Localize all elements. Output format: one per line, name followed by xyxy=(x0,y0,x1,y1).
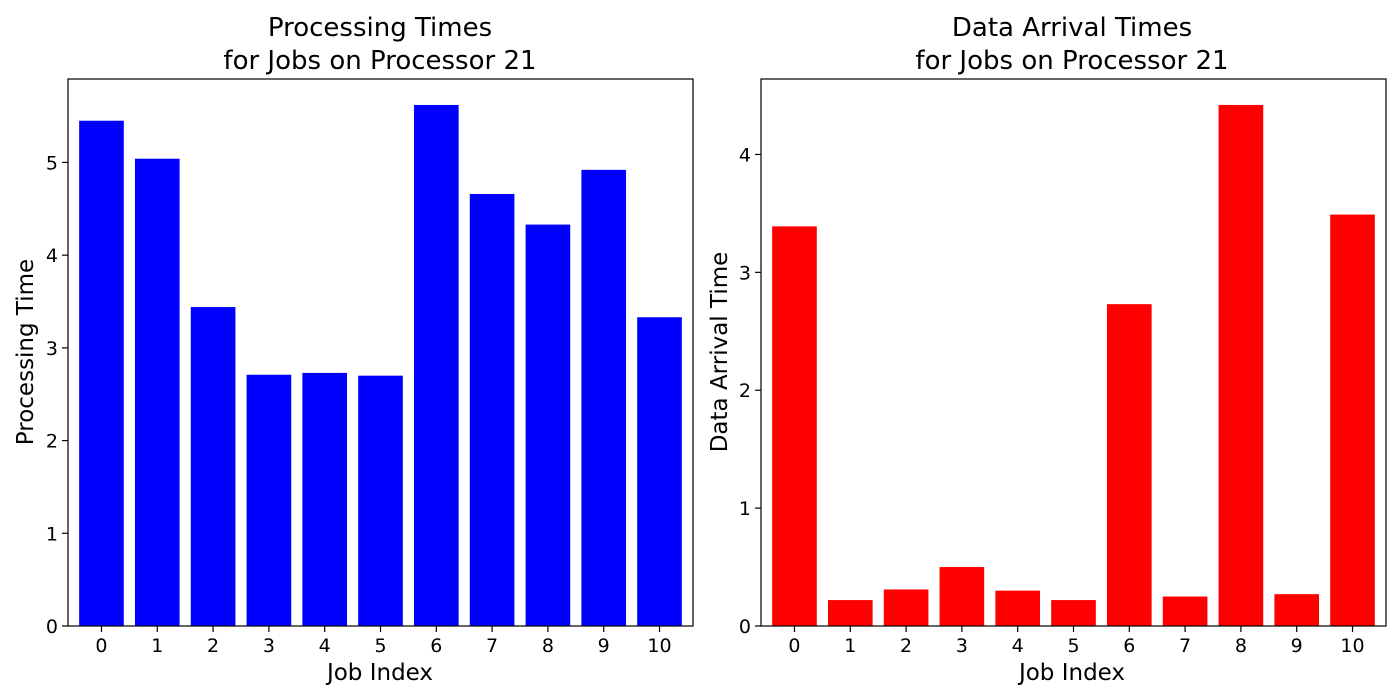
bar-4 xyxy=(302,372,348,626)
x-axis-label: Job Index xyxy=(325,660,433,686)
bar-8 xyxy=(1218,104,1264,626)
chart-title-line2: for Jobs on Processor 21 xyxy=(915,46,1228,76)
axes-frame xyxy=(760,78,1387,627)
x-tick-label: 6 xyxy=(430,635,442,657)
x-tick-label: 5 xyxy=(374,635,386,657)
bar-9 xyxy=(1274,594,1320,626)
x-tick-label: 10 xyxy=(1340,635,1364,657)
y-tick-label: 0 xyxy=(739,616,751,638)
bar-7 xyxy=(469,193,515,626)
processing-times-chart: Processing Times for Jobs on Processor 2… xyxy=(13,13,694,686)
x-tick-label: 2 xyxy=(207,635,219,657)
x-tick-label: 9 xyxy=(598,635,610,657)
x-tick-label: 8 xyxy=(542,635,554,657)
y-tick-label: 3 xyxy=(46,338,58,360)
x-tick-label: 1 xyxy=(151,635,163,657)
y-axis-label: Processing Time xyxy=(13,259,39,445)
x-tick-label: 8 xyxy=(1235,635,1247,657)
bar-6 xyxy=(1106,304,1152,626)
bar-7 xyxy=(1162,596,1208,626)
x-tick-label: 3 xyxy=(263,635,275,657)
bar-9 xyxy=(581,169,627,627)
y-tick-label: 4 xyxy=(46,245,58,267)
bar-2 xyxy=(883,589,929,626)
bar-5 xyxy=(358,375,403,626)
chart-title-line1: Data Arrival Times xyxy=(952,13,1192,43)
bar-6 xyxy=(413,104,459,626)
bar-0 xyxy=(79,120,124,626)
x-tick-label: 3 xyxy=(956,635,968,657)
plot-area: 0 1 2 3 4 5 6 7 8 9 10 0 1 2 3 4 xyxy=(739,78,1387,657)
x-tick-label: 0 xyxy=(95,635,107,657)
x-tick-label: 6 xyxy=(1123,635,1135,657)
data-arrival-times-chart: Data Arrival Times for Jobs on Processor… xyxy=(707,13,1387,686)
x-axis-label: Job Index xyxy=(1017,660,1125,686)
bar-0 xyxy=(772,226,817,626)
y-axis-label: Data Arrival Time xyxy=(707,252,733,453)
x-tick-label: 5 xyxy=(1067,635,1079,657)
x-tick-label: 2 xyxy=(900,635,912,657)
bar-1 xyxy=(134,158,180,626)
bar-2 xyxy=(190,307,236,626)
x-tick-label: 7 xyxy=(486,635,498,657)
x-tick-label: 0 xyxy=(788,635,800,657)
bar-8 xyxy=(525,224,571,627)
y-tick-label: 0 xyxy=(46,616,58,638)
x-tick-label: 4 xyxy=(319,635,331,657)
x-tick-label: 9 xyxy=(1291,635,1303,657)
chart-title-line1: Processing Times xyxy=(268,13,492,43)
bar-5 xyxy=(1051,600,1096,626)
y-tick-label: 1 xyxy=(739,498,751,520)
y-tick-label: 1 xyxy=(46,523,58,545)
x-tick-label: 7 xyxy=(1179,635,1191,657)
bar-1 xyxy=(827,600,873,626)
bar-10 xyxy=(637,317,682,626)
chart-title-line2: for Jobs on Processor 21 xyxy=(223,46,536,76)
x-tick-label: 1 xyxy=(844,635,856,657)
bar-4 xyxy=(995,590,1041,626)
y-tick-label: 2 xyxy=(739,380,751,402)
x-tick-label: 10 xyxy=(647,635,671,657)
plot-area: 0 1 2 3 4 5 6 7 8 9 10 0 1 2 3 4 5 xyxy=(46,78,694,657)
x-tick-label: 4 xyxy=(1012,635,1024,657)
y-tick-label: 2 xyxy=(46,431,58,453)
y-tick-label: 5 xyxy=(46,152,58,174)
y-tick-label: 3 xyxy=(739,262,751,284)
bar-10 xyxy=(1330,214,1375,627)
y-tick-label: 4 xyxy=(739,144,751,166)
bar-3 xyxy=(246,374,292,626)
bar-3 xyxy=(939,567,985,626)
